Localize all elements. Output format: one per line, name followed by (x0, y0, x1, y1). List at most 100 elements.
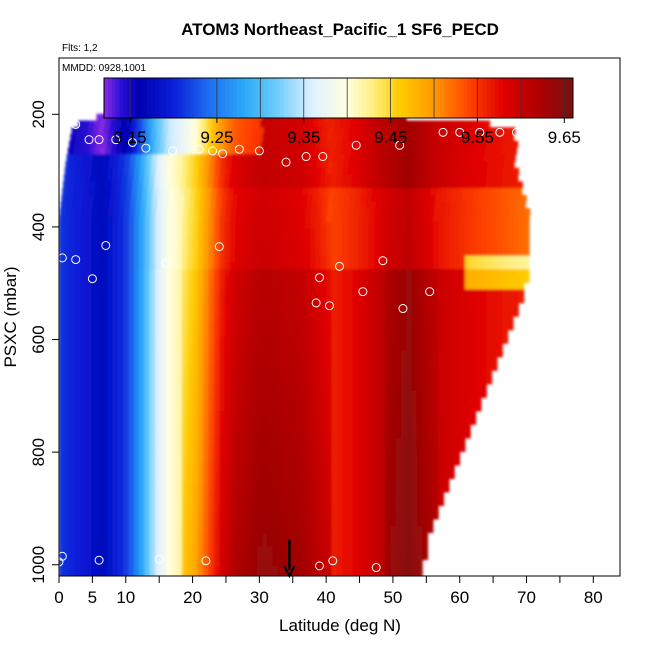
heatmap-cell (304, 329, 311, 338)
heatmap-cell (234, 174, 241, 182)
heatmap-cell (64, 411, 71, 419)
heatmap-cell (235, 296, 242, 304)
heatmap-cell (139, 498, 145, 507)
heatmap-cell (283, 505, 290, 513)
heatmap-cell (411, 296, 418, 304)
heatmap-cell (406, 384, 413, 392)
heatmap-cell (416, 411, 423, 419)
heatmap-cell (152, 194, 159, 202)
heatmap-cell (310, 451, 316, 459)
heatmap-cell (491, 262, 498, 270)
heatmap-cell (428, 134, 435, 142)
heatmap-cell (459, 235, 466, 243)
heatmap-cell (383, 181, 390, 189)
heatmap-cell (379, 417, 386, 425)
heatmap-cell (331, 289, 338, 297)
heatmap-cell (139, 262, 145, 270)
heatmap-cell (427, 356, 434, 365)
heatmap-cell (246, 431, 252, 439)
heatmap-cell (178, 201, 184, 209)
heatmap-cell (164, 147, 170, 155)
heatmap-cell (197, 174, 204, 182)
heatmap-cell (342, 397, 348, 405)
heatmap-cell (406, 465, 413, 473)
heatmap-cell (400, 174, 407, 182)
heatmap-cell (331, 417, 338, 425)
heatmap-cell (324, 188, 330, 196)
heatmap-cell (81, 208, 87, 216)
heatmap-cell (171, 377, 177, 385)
heatmap-cell (461, 154, 468, 162)
heatmap-cell (117, 221, 124, 230)
heatmap-cell (80, 356, 87, 365)
heatmap-cell (334, 147, 341, 155)
heatmap-cell (171, 417, 177, 425)
heatmap-cell (219, 215, 226, 223)
heatmap-cell (80, 235, 87, 243)
heatmap-cell (487, 208, 494, 216)
heatmap-cell (400, 329, 407, 338)
heatmap-cell (59, 519, 65, 527)
heatmap-cell (107, 356, 113, 365)
heatmap-cell (144, 356, 151, 365)
heatmap-cell (283, 444, 290, 452)
heatmap-cell (155, 397, 161, 405)
heatmap-cell (326, 397, 332, 405)
heatmap-cell (262, 208, 269, 216)
heatmap-cell (169, 120, 175, 128)
heatmap-cell (394, 181, 401, 189)
heatmap-cell (382, 120, 389, 128)
heatmap-cell (144, 431, 151, 439)
heatmap-cell (59, 397, 65, 405)
heatmap-cell (454, 417, 461, 425)
heatmap-cell (470, 404, 477, 412)
heatmap-cell (491, 329, 498, 338)
heatmap-cell (354, 201, 361, 209)
heatmap-cell (197, 431, 204, 439)
heatmap-cell (64, 235, 71, 243)
heatmap-cell (203, 228, 209, 236)
heatmap-cell (118, 161, 125, 169)
heatmap-cell (155, 363, 161, 371)
heatmap-cell (235, 492, 242, 500)
heatmap-cell (267, 167, 274, 175)
heatmap-cell (212, 147, 218, 155)
heatmap-cell (352, 269, 359, 277)
heatmap-cell (406, 282, 413, 290)
heatmap-cell (139, 329, 145, 338)
heatmap-cell (262, 431, 268, 439)
heatmap-cell (112, 350, 119, 358)
heatmap-cell (208, 235, 215, 243)
heatmap-cell (429, 127, 436, 135)
heatmap-cell (406, 370, 413, 378)
heatmap-cell (494, 154, 500, 162)
heatmap-cell (395, 269, 402, 277)
heatmap-cell (137, 188, 143, 196)
heatmap-cell (272, 519, 279, 527)
heatmap-cell (134, 134, 141, 142)
heatmap-cell (511, 188, 517, 196)
heatmap-cell (294, 505, 300, 513)
heatmap-cell (446, 194, 452, 202)
heatmap-cell (363, 505, 370, 513)
heatmap-cell (356, 120, 362, 128)
heatmap-cell (475, 275, 482, 284)
heatmap-cell (165, 397, 172, 405)
heatmap-cell (155, 228, 161, 236)
heatmap-cell (331, 296, 338, 304)
heatmap-cell (272, 262, 279, 270)
heatmap-cell (342, 478, 348, 486)
heatmap-cell (117, 431, 124, 439)
heatmap-cell (288, 370, 295, 378)
heatmap-cell (294, 309, 300, 317)
heatmap-cell (357, 174, 364, 182)
heatmap-cell (449, 215, 455, 223)
heatmap-cell (502, 329, 509, 338)
heatmap-cell (160, 424, 167, 432)
heatmap-cell (320, 343, 327, 351)
heatmap-cell (400, 275, 407, 284)
heatmap-cell (165, 390, 172, 398)
heatmap-cell (331, 377, 338, 385)
heatmap-cell (288, 282, 295, 290)
heatmap-cell (110, 120, 117, 128)
